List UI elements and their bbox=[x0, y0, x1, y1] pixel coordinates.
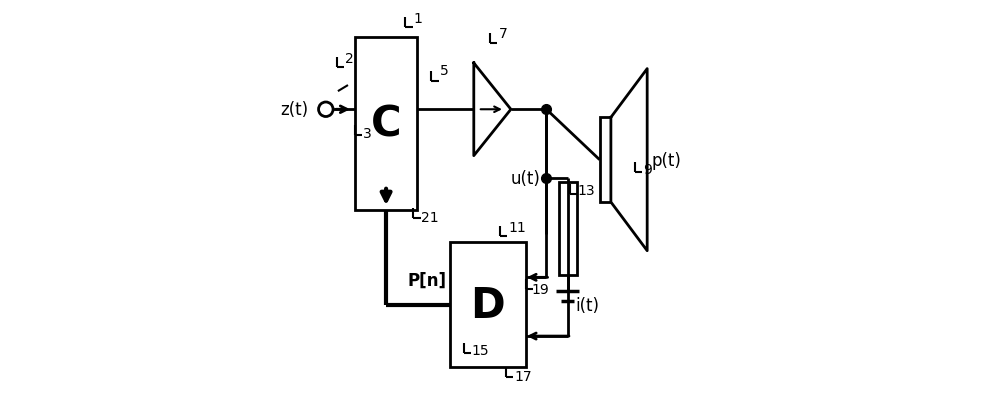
Text: 15: 15 bbox=[472, 343, 489, 357]
Text: 19: 19 bbox=[531, 282, 549, 296]
Text: 2: 2 bbox=[345, 52, 354, 66]
Text: 1: 1 bbox=[414, 12, 423, 26]
Polygon shape bbox=[474, 64, 511, 156]
Bar bbox=[450, 243, 526, 367]
Text: u(t): u(t) bbox=[510, 169, 540, 188]
Polygon shape bbox=[611, 70, 647, 251]
Text: p(t): p(t) bbox=[651, 151, 681, 169]
Bar bbox=[355, 38, 417, 211]
Text: 17: 17 bbox=[514, 369, 532, 383]
Text: D: D bbox=[471, 284, 505, 326]
Text: 13: 13 bbox=[578, 183, 595, 197]
Text: z(t): z(t) bbox=[280, 101, 308, 119]
Text: 7: 7 bbox=[498, 26, 507, 40]
Text: 11: 11 bbox=[508, 221, 526, 234]
Text: 9: 9 bbox=[644, 162, 652, 176]
Text: 5: 5 bbox=[440, 64, 448, 78]
Text: i(t): i(t) bbox=[575, 296, 599, 314]
Text: C: C bbox=[371, 103, 401, 145]
Bar bbox=[559, 182, 577, 275]
Text: P[n]: P[n] bbox=[408, 271, 447, 289]
Text: 3: 3 bbox=[363, 126, 372, 140]
Bar bbox=[600, 118, 611, 202]
Text: 21: 21 bbox=[421, 211, 439, 225]
